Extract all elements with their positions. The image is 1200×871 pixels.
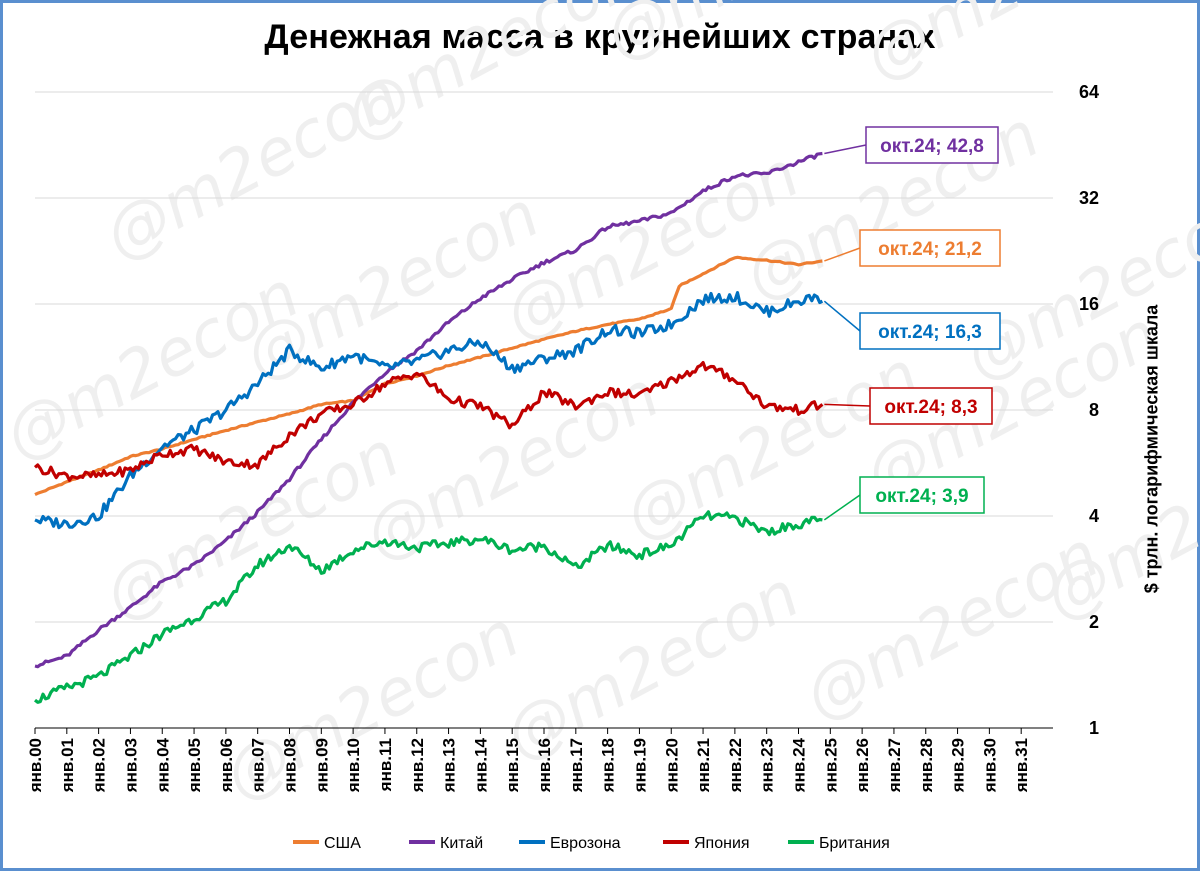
callout-leader — [823, 300, 861, 332]
x-tick-label: янв.21 — [694, 738, 713, 793]
x-tick-label: янв.12 — [408, 738, 427, 793]
series-line — [33, 510, 823, 704]
callout-label: окт.24; 16,3 — [878, 322, 982, 343]
callout-label: окт.24; 3,9 — [875, 486, 968, 507]
x-tick-label: янв.07 — [249, 738, 268, 793]
callout-box — [859, 476, 985, 514]
y-axis-title: $ трлн. логарифмическая шкала — [1141, 304, 1162, 594]
callout-leader — [823, 494, 861, 521]
y-tick-label: 16 — [1079, 294, 1099, 314]
callout-box — [869, 387, 993, 425]
series-line — [34, 291, 824, 530]
chart-title: Денежная масса в крупнейших странах — [264, 18, 936, 56]
legend: США Китай Еврозона Япония Британия — [293, 835, 890, 852]
x-tick-label: янв.02 — [90, 738, 109, 793]
series-line — [34, 255, 823, 497]
series-lines — [33, 151, 824, 704]
x-tick-label: янв.03 — [121, 738, 140, 793]
legend-label: Еврозона — [550, 835, 621, 852]
x-tick-label: янв.05 — [185, 738, 204, 793]
x-tick-label: янв.09 — [312, 738, 331, 793]
x-tick-label: янв.28 — [917, 738, 936, 793]
callout-leader — [824, 144, 867, 155]
callout-box — [865, 126, 999, 164]
y-tick-label: 64 — [1079, 82, 1099, 102]
y-tick-label: 4 — [1089, 506, 1099, 526]
watermark-text: @m2econ — [1033, 418, 1200, 634]
x-tick-label: янв.30 — [980, 738, 999, 793]
x-tick-label: янв.27 — [885, 738, 904, 793]
x-tick-label: янв.24 — [790, 737, 809, 793]
watermark-layer: @m2econ@m2econ@m2econ@m2econ@m2econ@m2ec… — [0, 0, 1200, 814]
x-tick-label: янв.31 — [1012, 738, 1031, 793]
x-tick-label: янв.18 — [599, 738, 618, 793]
x-axis-ticks: янв.00 янв.01 янв.02 янв.03 янв.04 янв.05 янв.… — [26, 727, 1053, 793]
x-tick-label: янв.10 — [344, 738, 363, 793]
x-tick-label: янв.11 — [376, 738, 395, 792]
x-tick-label: янв.06 — [217, 738, 236, 793]
callout-box — [859, 229, 1001, 267]
x-tick-label: янв.08 — [281, 738, 300, 793]
x-tick-label: янв.23 — [758, 738, 777, 793]
callout-label: окт.24; 21,2 — [878, 239, 982, 260]
y-tick-label: 1 — [1089, 718, 1099, 738]
series-line — [33, 361, 824, 482]
y-tick-label: 8 — [1089, 400, 1099, 420]
y-axis-ticks: 1 2 4 8 16 32 64 — [1079, 82, 1099, 738]
x-tick-label: янв.29 — [949, 738, 968, 793]
legend-label: Япония — [694, 835, 750, 852]
series-line — [34, 151, 823, 669]
x-tick-label: янв.26 — [853, 738, 872, 793]
x-tick-label: янв.14 — [471, 737, 490, 793]
callout-leader — [824, 403, 871, 407]
legend-label: США — [324, 835, 361, 852]
x-tick-label: янв.04 — [153, 737, 172, 793]
x-tick-label: янв.01 — [58, 738, 77, 793]
x-tick-label: янв.00 — [26, 738, 45, 793]
x-tick-label: янв.15 — [503, 738, 522, 793]
y-tick-label: 2 — [1089, 612, 1099, 632]
x-tick-label: янв.13 — [440, 738, 459, 793]
x-tick-label: янв.25 — [821, 738, 840, 793]
x-tick-label: янв.22 — [726, 738, 745, 793]
callout-label: окт.24; 8,3 — [884, 397, 977, 418]
x-tick-label: янв.20 — [662, 738, 681, 793]
y-tick-label: 32 — [1079, 188, 1099, 208]
x-tick-label: янв.17 — [567, 738, 586, 793]
callout-box — [859, 312, 1001, 350]
legend-label: Китай — [440, 835, 483, 852]
watermark-text: @m2econ — [853, 0, 1171, 94]
x-tick-label: янв.16 — [535, 738, 554, 793]
legend-label: Британия — [819, 835, 890, 852]
series-callouts: окт.24; 21,2 окт.24; 42,8 окт.24; 16,3 окт.… — [823, 126, 1001, 521]
x-tick-label: янв.19 — [630, 738, 649, 793]
callout-label: окт.24; 42,8 — [880, 136, 984, 157]
callout-leader — [824, 247, 861, 262]
